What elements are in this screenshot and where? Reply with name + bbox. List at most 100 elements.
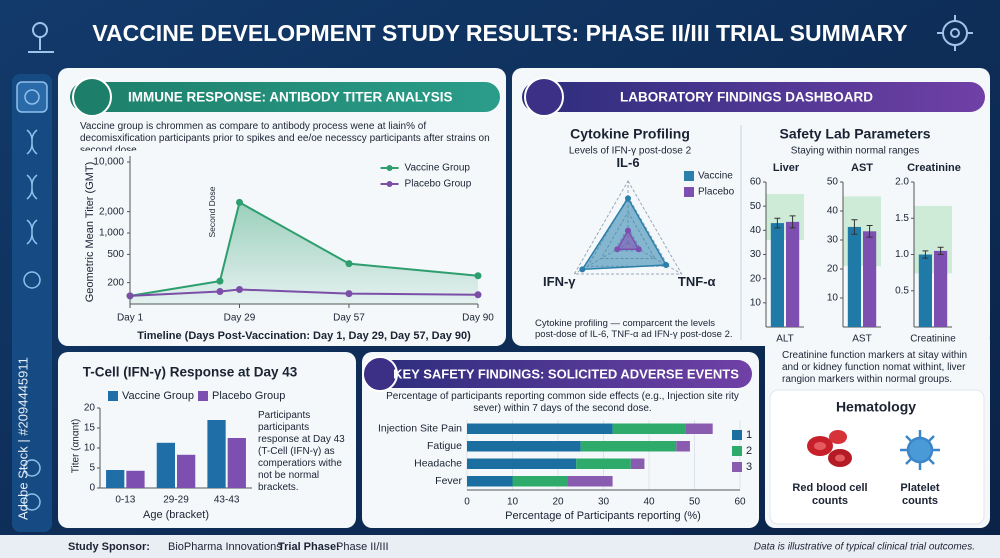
legend-marker bbox=[386, 181, 393, 187]
label-box: Platelet counts bbox=[900, 482, 940, 508]
error-bar bbox=[774, 217, 781, 229]
data-point bbox=[474, 272, 482, 280]
section-title: Safety Lab Parameters bbox=[780, 126, 931, 142]
bar bbox=[126, 470, 145, 488]
note-box: Creatinine function markers at sitay wit… bbox=[782, 350, 968, 385]
bar bbox=[227, 438, 246, 488]
immune-heading-bar bbox=[70, 82, 500, 112]
y-axis-label: Titer (αnαnt) bbox=[71, 419, 82, 474]
legend-swatch bbox=[108, 391, 118, 401]
area bbox=[130, 202, 478, 304]
x-tick-label: 30 bbox=[598, 497, 610, 508]
lab-icon bbox=[524, 77, 564, 117]
x-tick-label: 29-29 bbox=[163, 495, 189, 506]
section-title: Hematology bbox=[836, 399, 916, 415]
y-tick-label: 20 bbox=[827, 264, 839, 275]
bar bbox=[770, 223, 784, 327]
legend-label: Vaccine Group bbox=[405, 163, 471, 174]
y-tick-label: 50 bbox=[827, 177, 839, 188]
y-tick-label: 5 bbox=[89, 463, 95, 474]
chart-note: Participants participants response at Da… bbox=[258, 410, 345, 493]
x-tick-label: Day 1 bbox=[117, 313, 144, 324]
bar-segment bbox=[685, 423, 713, 434]
bar-segment bbox=[467, 441, 581, 452]
bar bbox=[934, 250, 948, 327]
y-tick-label: Fever bbox=[435, 475, 462, 487]
x-axis-label: Age (bracket) bbox=[143, 509, 209, 521]
legend-swatch bbox=[732, 462, 742, 472]
chart-subtitle: Levels of IFN-γ post-dose 2 bbox=[569, 146, 692, 157]
y-tick-label: 15 bbox=[84, 423, 96, 434]
error-bar bbox=[922, 250, 929, 259]
subtitle-box: Vaccine group is chrommen as compare to … bbox=[80, 121, 490, 151]
note-box: Participants participants response at Da… bbox=[258, 410, 345, 493]
bar bbox=[156, 442, 175, 488]
chart-title: Liver bbox=[773, 162, 800, 174]
platelet-icon bbox=[900, 430, 940, 470]
chart-caption: Cytokine profiling — comparcent the leve… bbox=[535, 318, 733, 341]
hematology-card bbox=[769, 389, 985, 525]
y-tick-label: 200 bbox=[107, 277, 124, 288]
y-tick-label: 10 bbox=[827, 293, 839, 304]
x-tick-label: 40 bbox=[643, 497, 655, 508]
legend-swatch bbox=[732, 446, 742, 456]
rbc-icon bbox=[807, 430, 852, 467]
legend-swatch bbox=[684, 171, 694, 181]
legend-label: 3 bbox=[746, 461, 752, 473]
x-axis-label: Percentage of Participants reporting (%) bbox=[505, 510, 701, 522]
footer-value: Phase II/III bbox=[336, 541, 389, 553]
section-subtitle: Staying within normal ranges bbox=[791, 146, 919, 157]
chart-title: AST bbox=[851, 162, 873, 174]
hematology-item: Platelet counts bbox=[900, 482, 940, 508]
y-tick-label: Fatigue bbox=[427, 440, 462, 452]
chart-title: Creatinine bbox=[907, 162, 961, 174]
y-axis-label: Geometric Mean Titer (GMT) bbox=[84, 162, 96, 303]
subtitle-box: Percentage of participants reporting com… bbox=[386, 391, 739, 414]
legend-label: 2 bbox=[746, 445, 752, 457]
footer-note: Data is illustrative of typical clinical… bbox=[754, 542, 975, 553]
legend-swatch bbox=[684, 187, 694, 197]
x-tick-label: 50 bbox=[689, 497, 701, 508]
footer-value: BioPharma Innovations bbox=[168, 541, 282, 553]
y-tick-label: 2.0 bbox=[895, 177, 909, 188]
axis-label: IL-6 bbox=[616, 155, 639, 170]
data-point bbox=[474, 291, 482, 299]
legend-label: Placebo Group bbox=[212, 390, 285, 402]
bar bbox=[863, 231, 877, 327]
y-tick-label: 10 bbox=[750, 297, 762, 308]
radar-point bbox=[625, 227, 631, 234]
x-tick-label: 0 bbox=[464, 497, 470, 508]
legend-swatch bbox=[198, 391, 208, 401]
y-tick-label: 40 bbox=[827, 206, 839, 217]
radar-area bbox=[580, 196, 668, 271]
bar-segment bbox=[467, 476, 513, 487]
bar-segment bbox=[567, 476, 613, 487]
chart-title: Cytokine Profiling bbox=[570, 126, 690, 142]
x-tick-label: Day 90 bbox=[462, 313, 494, 324]
annotation: Second Dose bbox=[207, 186, 217, 237]
bar-segment bbox=[512, 476, 568, 487]
x-tick-label: Day 29 bbox=[224, 313, 256, 324]
x-tick-label: ALT bbox=[776, 334, 794, 345]
safety-panel bbox=[362, 352, 759, 528]
y-tick-label: 1.0 bbox=[895, 249, 909, 260]
x-tick-label: 0-13 bbox=[115, 495, 135, 506]
lab-heading-bar bbox=[522, 82, 985, 112]
bar bbox=[207, 420, 226, 488]
x-tick-label: Creatinine bbox=[910, 334, 956, 345]
section-note: Creatinine function markers at sitay wit… bbox=[782, 350, 968, 385]
x-tick-label: 43-43 bbox=[214, 495, 240, 506]
safety-icon bbox=[362, 356, 398, 392]
data-point bbox=[235, 286, 243, 294]
y-tick-label: 20 bbox=[84, 403, 96, 414]
legend-swatch bbox=[732, 430, 742, 440]
data-point bbox=[345, 260, 353, 268]
x-axis-label: Timeline (Days Post-Vaccination: Day 1, … bbox=[137, 330, 471, 342]
radar-point bbox=[614, 246, 621, 253]
bar bbox=[177, 454, 196, 488]
y-tick-label: 2,000 bbox=[99, 206, 124, 217]
radar-point bbox=[625, 195, 631, 202]
axis-label: IFN-γ bbox=[543, 274, 576, 289]
y-tick-label: Injection Site Pain bbox=[378, 423, 462, 435]
